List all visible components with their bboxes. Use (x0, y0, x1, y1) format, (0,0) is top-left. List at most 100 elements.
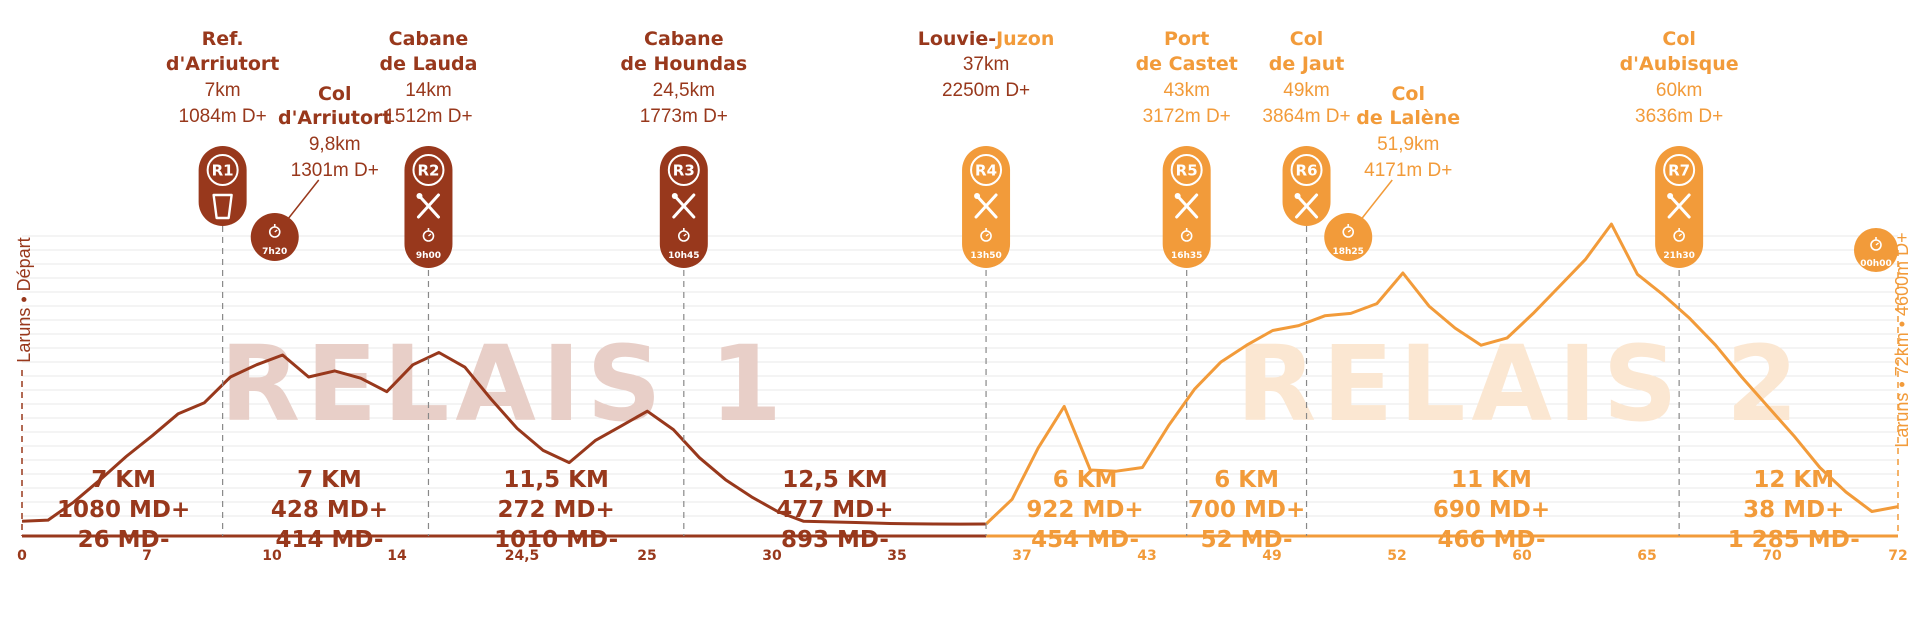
watermark-relais-2: RELAIS 2 (1236, 323, 1804, 445)
segment-stat: 466 MD- (1438, 527, 1546, 553)
stopwatch-icon (678, 228, 690, 242)
x-tick-label: 25 (637, 548, 656, 564)
time-point-info: 1301m D+ (291, 160, 379, 181)
relay-info: 1512m D+ (384, 106, 472, 127)
profile-line-relay-1 (21, 351, 987, 526)
relay-id: R4 (975, 162, 997, 180)
segment-stat: 12 KM (1753, 467, 1834, 493)
relay-name: Cabane (644, 28, 724, 50)
relay-name: de Jaut (1269, 53, 1345, 75)
time-point-leader (1361, 179, 1393, 219)
relay-time: 13h50 (970, 251, 1001, 261)
relay-badge (1170, 154, 1203, 186)
relay-name: d'Arriutort (166, 53, 280, 75)
x-tick-label: 37 (1012, 548, 1031, 564)
stopwatch-icon (1673, 228, 1685, 242)
relay-id: R2 (417, 162, 439, 180)
relay-time: 9h00 (416, 251, 441, 261)
cup-icon (212, 193, 233, 220)
segment-stat: 11,5 KM (503, 467, 608, 493)
relay-info: 49km (1283, 80, 1329, 101)
x-tick-label: 49 (1262, 548, 1281, 564)
relay-info: 60km (1656, 80, 1702, 101)
stopwatch-icon (268, 224, 281, 238)
fork-knife-icon (1294, 193, 1319, 219)
relay-name: Ref. (202, 28, 244, 50)
relay-name: de Lauda (379, 53, 477, 75)
segment-stat: 414 MD- (275, 527, 383, 553)
relay-id: R7 (1668, 162, 1690, 180)
relay-marker-r3: R3 10h45 Cabane de Houndas 24,5km 1773m D+ (620, 28, 747, 536)
x-tick-label: 65 (1637, 548, 1656, 564)
relay-info: 3864m D+ (1262, 106, 1350, 127)
segment-stat: 6 KM (1053, 467, 1118, 493)
relay-info: 14km (405, 80, 451, 101)
relay-id: R5 (1176, 162, 1198, 180)
segment-stat: 1 285 MD- (1728, 527, 1860, 553)
fork-knife-icon (671, 193, 696, 219)
stopwatch-icon (1870, 237, 1882, 251)
x-tick-label: 35 (887, 548, 906, 564)
time-point-info: 9,8km (309, 134, 361, 155)
relay-badge (970, 154, 1003, 186)
relay-id: R6 (1296, 162, 1318, 180)
segment-stat: 12,5 KM (782, 467, 887, 493)
relay-marker-r7: R7 21h30 Col d'Aubisque 60km 3636m D+ (1620, 28, 1739, 536)
time-point-leader (288, 179, 320, 219)
relay-time: 21h30 (1663, 251, 1694, 261)
relay-badge (1663, 154, 1696, 186)
time-point-info: 4171m D+ (1364, 160, 1452, 181)
fork-knife-icon (974, 193, 998, 219)
segment-stat: 11 KM (1451, 467, 1532, 493)
relay-badge (667, 154, 700, 186)
x-tick-label: 0 (17, 548, 27, 564)
x-tick-label: 10 (262, 548, 282, 564)
relay-marker-r6: R6 Col de Jaut 49km 3864m D+ (1262, 28, 1351, 536)
relay-badge (1290, 154, 1323, 186)
relay-info: 1084m D+ (179, 106, 267, 127)
profile-line-relay-2 (985, 222, 1899, 526)
relay-name: Cabane (389, 28, 469, 50)
relay-info: 3636m D+ (1635, 106, 1723, 127)
end-side-label: Laruns • 72km • 4600m D+ (1892, 232, 1912, 447)
relay-name: de Castet (1136, 53, 1238, 75)
time-point-name: d'Arriutort (278, 107, 392, 129)
stopwatch-icon (422, 228, 435, 242)
segment-stat: 700 MD+ (1188, 497, 1305, 523)
start-side-label: Laruns • Départ (14, 237, 34, 362)
segment-stat: 1080 MD+ (57, 497, 190, 523)
segment-stat: 7 KM (297, 467, 362, 493)
relay-id: R3 (673, 162, 695, 180)
finish-time: 00h00 (1860, 259, 1891, 269)
relay-marker-r1: R1 Ref. d'Arriutort 7km 1084m D+ (166, 28, 280, 536)
relay-marker-r2: R2 9h00 Cabane de Lauda 14km 1512m D+ (379, 28, 477, 536)
relay-info: 3172m D+ (1143, 106, 1231, 127)
segment-stat: 26 MD- (78, 527, 170, 553)
relay-marker-r4: R4 13h50 Louvie-Juzon 37km 2250m D+ (918, 28, 1054, 536)
stopwatch-icon (980, 228, 992, 242)
relay-info: 7km (205, 80, 241, 101)
segment-stat: 1010 MD- (494, 527, 618, 553)
relay-name: d'Aubisque (1620, 53, 1739, 75)
relay-badge (412, 154, 445, 186)
x-tick-label: 72 (1888, 548, 1907, 564)
relay-name: Port (1164, 28, 1209, 50)
segment-stat: 428 MD+ (271, 497, 388, 523)
relay-marker-r5: R5 16h35 Port de Castet 43km 3172m D+ (1136, 28, 1238, 536)
relay-info: 43km (1163, 80, 1209, 101)
fork-knife-icon (1174, 193, 1199, 219)
grid-lines (22, 235, 1898, 517)
relay-name: Col (1662, 28, 1696, 50)
watermark-relais-1: RELAIS 1 (220, 323, 788, 445)
time-point-time: 7h20 (262, 247, 287, 257)
relay-id: R1 (212, 162, 234, 180)
x-tick-label: 7 (142, 548, 152, 564)
x-tick-label: 14 (387, 548, 407, 564)
relay-badge (206, 154, 239, 186)
segment-stat: 893 MD- (781, 527, 889, 553)
time-point-name: Col (1391, 83, 1425, 105)
time-point-name: de Lalène (1356, 107, 1460, 129)
x-tick-label: 43 (1137, 548, 1156, 564)
